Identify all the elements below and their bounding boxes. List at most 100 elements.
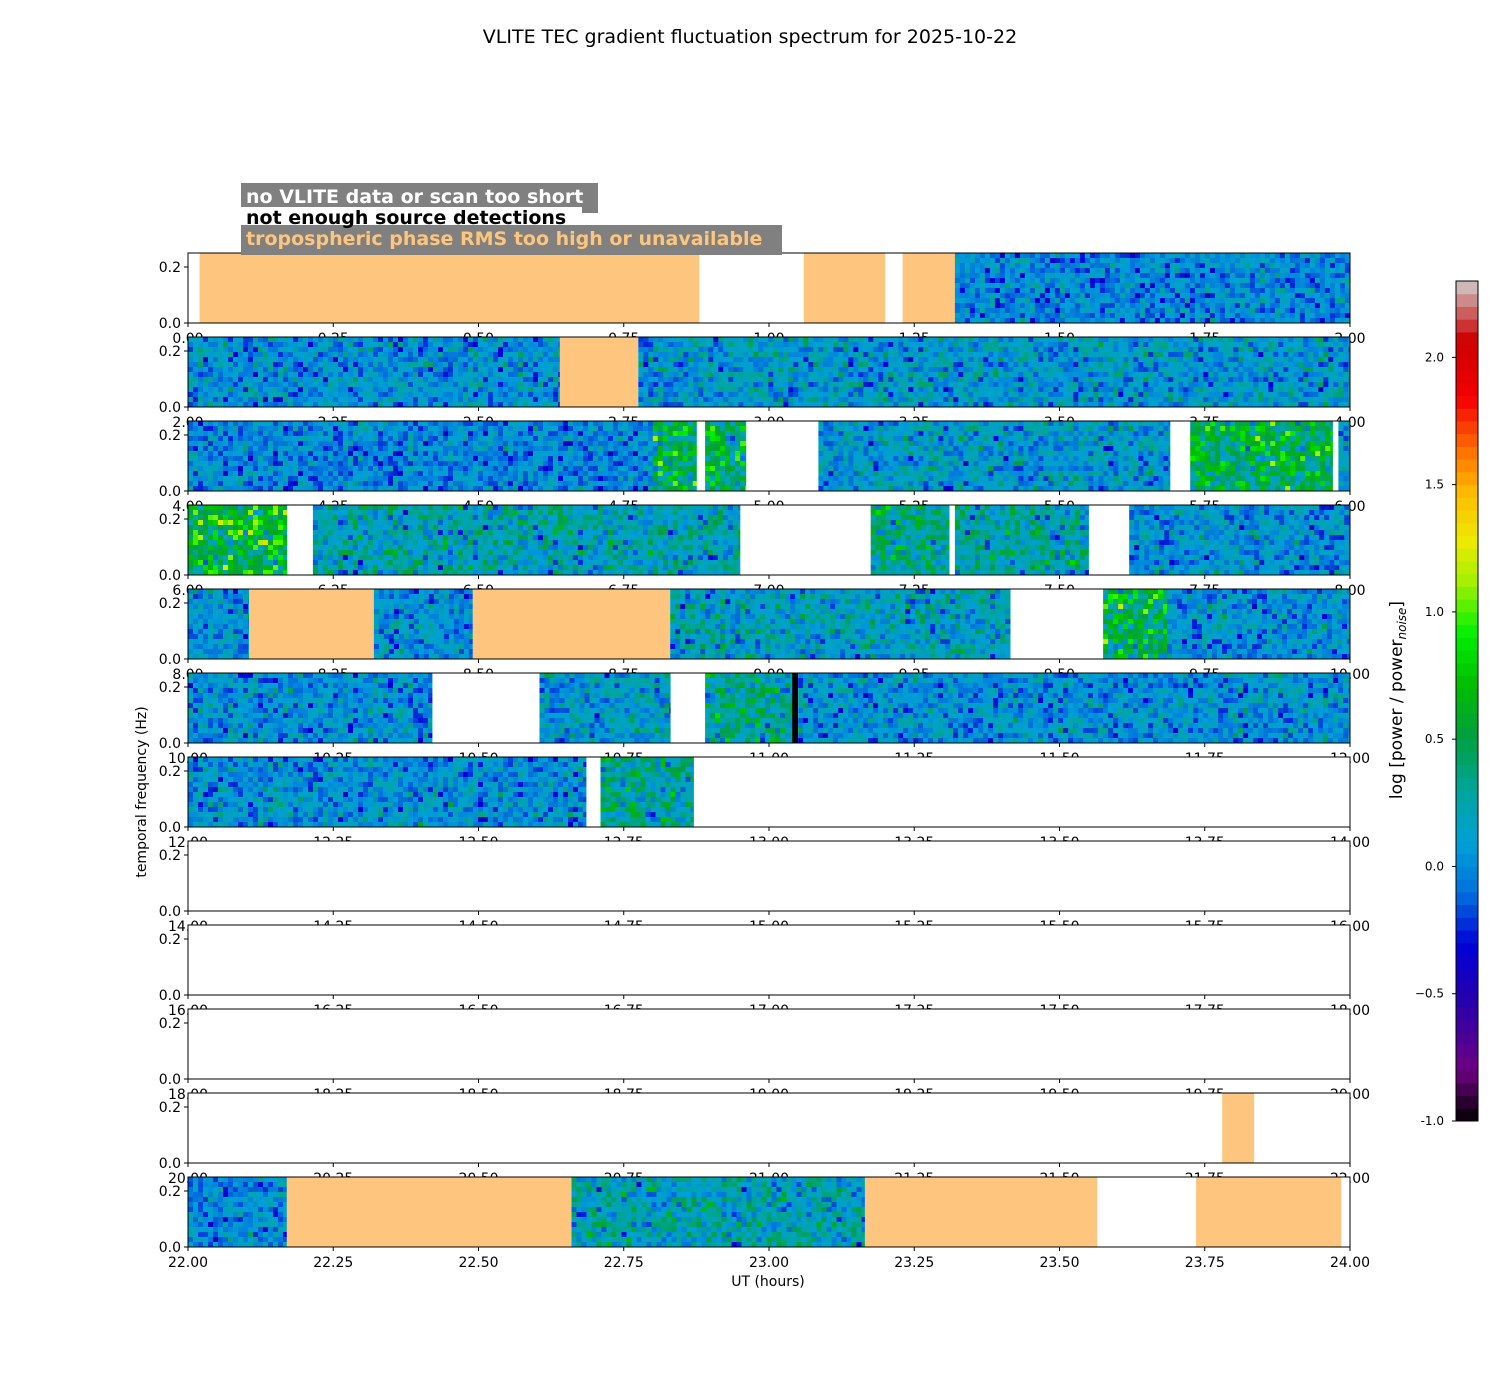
y-tick-label: 0.0 — [159, 568, 181, 584]
legend-entry: tropospheric phase RMS too high or unava… — [246, 228, 762, 250]
trop-segment — [559, 337, 639, 407]
x-axis: 22.00 22.25 22.50 22.75 23.00 23.25 23.50 23.75… — [168, 1247, 1370, 1271]
spectrum-segment — [188, 757, 587, 828]
panel-9: 0.00.218.0018.2518.5018.7519.0019.2519.5… — [159, 1008, 1370, 1103]
colorbar-tick-label: 1.5 — [1425, 478, 1444, 492]
y-tick-label: 0.2 — [159, 848, 181, 864]
colorbar-band — [1456, 281, 1478, 295]
panel-10: 0.00.220.0020.2520.5020.7521.0021.2521.5… — [159, 1092, 1370, 1187]
trop-segment — [472, 589, 671, 659]
y-axis: 0.0 0.2 — [159, 260, 188, 332]
y-axis: 0.0 0.2 — [159, 1100, 188, 1172]
panel-6: 0.00.212.0012.2512.5012.7513.0013.2513.5… — [159, 756, 1370, 851]
y-tick-label: 0.0 — [159, 316, 181, 332]
trop-segment — [286, 1177, 572, 1247]
colorbar-band — [1456, 790, 1478, 804]
colorbar-band — [1456, 408, 1478, 422]
colorbar-band — [1456, 662, 1478, 677]
spectrum-segment — [798, 673, 1351, 744]
colorbar-band — [1456, 331, 1478, 346]
y-tick-label: 0.2 — [159, 1016, 181, 1032]
x-tick-label: 22.25 — [313, 1255, 353, 1271]
colorbar-band — [1456, 866, 1478, 880]
y-tick-label: 0.2 — [159, 512, 181, 528]
colorbar-band — [1456, 484, 1478, 498]
colorbar-band — [1456, 675, 1478, 689]
y-axis: 0.0 0.2 — [159, 1184, 188, 1256]
colorbar-band — [1456, 993, 1478, 1007]
y-tick-label: 0.0 — [159, 652, 181, 668]
colorbar-band — [1456, 306, 1478, 320]
colorbar-band — [1456, 395, 1478, 409]
colorbar-band — [1456, 522, 1478, 537]
panel-4: 0.00.28.008.258.508.759.009.259.509.7510… — [159, 588, 1370, 683]
colorbar-band — [1456, 637, 1478, 651]
spectrum-segment — [600, 757, 694, 828]
spectrum-segment — [705, 421, 747, 492]
trop-segment — [199, 253, 700, 323]
colorbar-band — [1456, 726, 1478, 740]
colorbar-band — [1456, 891, 1478, 906]
y-tick-label: 0.0 — [159, 1156, 181, 1172]
y-axis: 0.0 0.2 — [159, 1016, 188, 1088]
y-axis: 0.0 0.2 — [159, 680, 188, 752]
panel-3: 0.00.26.006.256.506.757.007.257.507.758.… — [159, 504, 1366, 599]
colorbar-tick-label: −0.5 — [1415, 987, 1444, 1001]
x-tick-label: 23.25 — [894, 1255, 934, 1271]
spectrum-segment — [1338, 421, 1351, 492]
y-tick-label: 0.0 — [159, 736, 181, 752]
colorbar-band — [1456, 293, 1478, 307]
colorbar: -1.0 −0.5 0.0 0.5 1.0 1.5 2.0 log [power / powe… — [1387, 280, 1479, 1128]
y-tick-label: 0.0 — [159, 1240, 181, 1256]
colorbar-band — [1456, 764, 1478, 778]
colorbar-band — [1456, 942, 1478, 957]
spectrum-segment — [1167, 589, 1351, 660]
colorbar-band — [1456, 777, 1478, 791]
y-tick-label: 0.0 — [159, 1072, 181, 1088]
spectrum-segment — [188, 337, 561, 408]
colorbar-band — [1456, 446, 1478, 460]
y-tick-label: 0.0 — [159, 400, 181, 416]
y-axis: 0.0 0.2 — [159, 512, 188, 584]
colorbar-band — [1456, 471, 1478, 486]
y-axis: 0.0 0.2 — [159, 428, 188, 500]
y-tick-label: 0.2 — [159, 680, 181, 696]
spectrum-segment — [571, 1177, 866, 1248]
trop-segment — [902, 253, 955, 323]
colorbar-band — [1456, 828, 1478, 842]
colorbar-band — [1456, 930, 1478, 944]
spectrum-segment — [373, 589, 474, 660]
x-tick-label: 24.00 — [1330, 1255, 1370, 1271]
colorbar-band — [1456, 344, 1478, 358]
panel-0: 0.00.20.000.250.500.751.001.251.501.752.… — [159, 252, 1366, 347]
spectrum-segment — [1190, 421, 1333, 492]
spectrum-segment — [705, 673, 793, 744]
y-tick-label: 0.2 — [159, 764, 181, 780]
y-tick-label: 0.2 — [159, 932, 181, 948]
spectrum-segment — [870, 505, 950, 576]
panel-7: 0.00.214.0014.2514.5014.7515.0015.2515.5… — [159, 840, 1370, 935]
colorbar-band — [1456, 459, 1478, 473]
y-axis: 0.0 0.2 — [159, 596, 188, 668]
colorbar-band — [1456, 1044, 1478, 1058]
x-axis-label: UT (hours) — [731, 1274, 805, 1290]
panel-background — [188, 1009, 1350, 1079]
panel-8: 0.00.216.0016.2516.5016.7517.0017.2517.5… — [159, 924, 1370, 1019]
panel-11: 0.0 0.2 22.00 22.25 22.50 22.75 23.00 23.25 23.5… — [159, 1176, 1370, 1271]
colorbar-tick-label: -1.0 — [1421, 1114, 1444, 1128]
x-tick-label: 22.75 — [604, 1255, 644, 1271]
colorbar-band — [1456, 548, 1478, 562]
y-axis: 0.0 0.2 — [159, 848, 188, 920]
colorbar-frame — [1455, 280, 1479, 1122]
legend-entry: not enough source detections — [246, 207, 566, 229]
colorbar-band — [1456, 981, 1478, 995]
colorbar-band — [1456, 1108, 1478, 1122]
y-tick-label: 0.0 — [159, 904, 181, 920]
chart-title: VLITE TEC gradient fluctuation spectrum … — [483, 26, 1017, 48]
spectrum-segment — [954, 505, 1089, 576]
colorbar-band — [1456, 624, 1478, 638]
colorbar-band — [1456, 841, 1478, 855]
no-detection-segment — [792, 673, 799, 743]
panel-2: 0.00.24.004.254.504.755.005.255.505.756.… — [159, 420, 1366, 515]
